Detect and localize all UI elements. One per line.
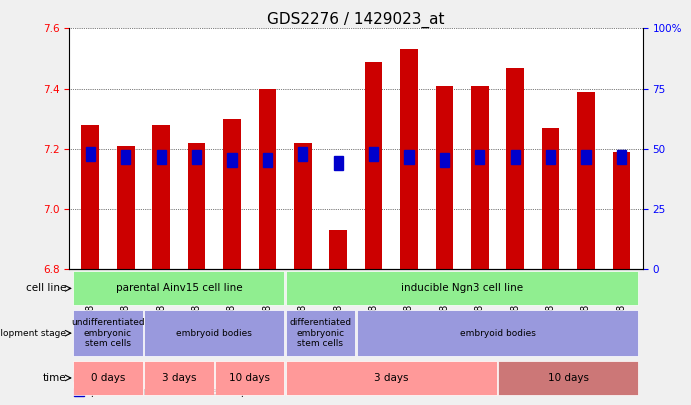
Bar — [258, 89, 276, 269]
Text: inducible Ngn3 cell line: inducible Ngn3 cell line — [401, 284, 523, 293]
Bar — [334, 156, 343, 170]
FancyBboxPatch shape — [357, 310, 638, 356]
Text: embryoid bodies: embryoid bodies — [460, 329, 536, 338]
Bar — [298, 147, 307, 161]
Text: 0 days: 0 days — [91, 373, 125, 383]
Text: 10 days: 10 days — [229, 373, 270, 383]
FancyBboxPatch shape — [73, 310, 143, 356]
Bar — [507, 68, 524, 269]
Text: undifferentiated
embryonic
stem cells: undifferentiated embryonic stem cells — [71, 318, 145, 348]
Bar — [511, 150, 520, 164]
FancyBboxPatch shape — [498, 361, 638, 395]
Text: parental Ainv15 cell line: parental Ainv15 cell line — [115, 284, 242, 293]
Bar — [82, 125, 100, 269]
Bar — [86, 147, 95, 161]
Bar — [435, 85, 453, 269]
Bar — [404, 150, 414, 164]
Bar — [577, 92, 595, 269]
Bar — [542, 128, 560, 269]
Bar — [188, 143, 205, 269]
Bar — [475, 150, 484, 164]
Bar — [439, 153, 449, 167]
FancyBboxPatch shape — [73, 361, 143, 395]
FancyBboxPatch shape — [73, 271, 285, 305]
FancyBboxPatch shape — [144, 310, 285, 356]
Text: 3 days: 3 days — [374, 373, 408, 383]
Bar — [263, 153, 272, 167]
Bar — [581, 150, 591, 164]
Bar — [617, 150, 626, 164]
Text: 10 days: 10 days — [548, 373, 589, 383]
Bar — [121, 150, 131, 164]
Bar — [546, 150, 555, 164]
FancyBboxPatch shape — [286, 310, 355, 356]
FancyBboxPatch shape — [286, 271, 638, 305]
Bar — [365, 62, 382, 269]
Legend: count, percentile rank within the sample: count, percentile rank within the sample — [74, 372, 256, 397]
Text: cell line: cell line — [26, 284, 66, 293]
Bar — [227, 153, 236, 167]
Text: 3 days: 3 days — [162, 373, 196, 383]
Text: development stage: development stage — [0, 329, 66, 338]
Bar — [471, 85, 489, 269]
Bar — [152, 125, 170, 269]
Text: time: time — [43, 373, 66, 383]
Bar — [612, 152, 630, 269]
Bar — [330, 230, 347, 269]
Text: differentiated
embryonic
stem cells: differentiated embryonic stem cells — [290, 318, 352, 348]
FancyBboxPatch shape — [144, 361, 214, 395]
Text: embryoid bodies: embryoid bodies — [176, 329, 252, 338]
Title: GDS2276 / 1429023_at: GDS2276 / 1429023_at — [267, 12, 444, 28]
Bar — [369, 147, 378, 161]
FancyBboxPatch shape — [286, 361, 497, 395]
Bar — [117, 146, 135, 269]
Bar — [223, 119, 240, 269]
Bar — [157, 150, 166, 164]
Bar — [192, 150, 201, 164]
FancyBboxPatch shape — [215, 361, 285, 395]
Bar — [400, 49, 418, 269]
Bar — [294, 143, 312, 269]
